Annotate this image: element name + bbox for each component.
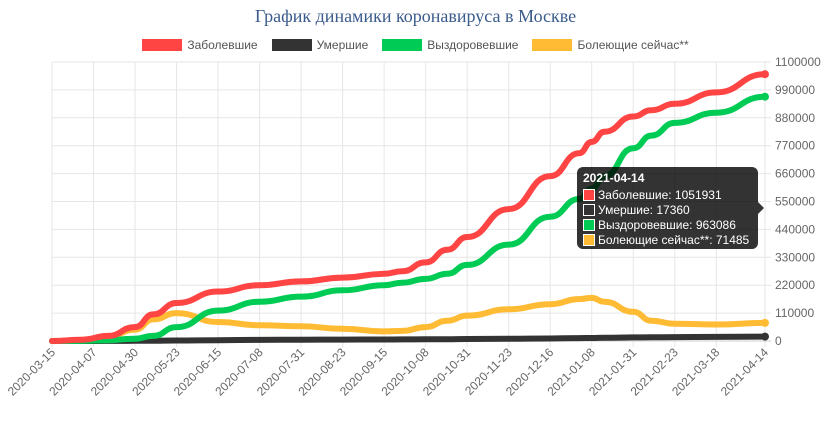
y-tick-label: 660000 xyxy=(775,167,815,181)
series-line-1 xyxy=(49,333,768,344)
hover-point-1 xyxy=(761,332,769,341)
x-tick-label: 2021-04-14 xyxy=(718,345,772,399)
y-tick-label: 550000 xyxy=(775,195,815,209)
legend-item[interactable]: Заболевшие xyxy=(142,38,258,52)
legend: Заболевшие Умершие Выздоровевшие Болеющие с… xyxy=(0,38,831,52)
series-line-3 xyxy=(49,294,768,344)
tooltip: 2021-04-14 Заболевшие: 1051931 Умершие: 1… xyxy=(577,167,764,249)
y-tick-label: 1100000 xyxy=(775,55,821,69)
tooltip-swatch xyxy=(583,203,595,216)
hover-point-0 xyxy=(761,70,769,79)
legend-label: Заболевшие xyxy=(187,38,258,52)
tooltip-label: Умершие: 17360 xyxy=(598,202,690,217)
y-tick-label: 440000 xyxy=(775,222,815,236)
legend-swatch xyxy=(271,39,312,51)
tooltip-label: Заболевшие: 1051931 xyxy=(598,187,722,202)
y-tick-label: 330000 xyxy=(775,250,815,264)
legend-item[interactable]: Болеющие сейчас** xyxy=(532,38,689,52)
tooltip-title: 2021-04-14 xyxy=(583,171,645,185)
legend-swatch xyxy=(382,39,423,51)
y-tick-label: 770000 xyxy=(775,139,815,153)
tooltip-label: Болеющие сейчас**: 71485 xyxy=(598,232,750,247)
hover-point-3 xyxy=(761,318,769,327)
chart-title: График динамики коронавируса в Москве xyxy=(254,6,577,26)
tooltip-label: Выздоровевшие: 963086 xyxy=(598,217,736,232)
legend-label: Умершие xyxy=(316,38,369,52)
tooltip-swatch xyxy=(583,188,595,201)
tooltip-row: Заболевшие: 1051931 xyxy=(583,187,752,202)
y-tick-label: 0 xyxy=(775,334,782,348)
series-line-0 xyxy=(49,71,768,344)
tooltip-row: Болеющие сейчас**: 71485 xyxy=(583,232,752,247)
tooltip-row: Умершие: 17360 xyxy=(583,202,752,217)
hover-point-2 xyxy=(761,92,769,101)
tooltip-swatch xyxy=(583,233,595,246)
legend-label: Болеющие сейчас** xyxy=(577,38,689,52)
tooltip-swatch xyxy=(583,218,595,231)
y-tick-label: 880000 xyxy=(775,111,815,125)
tooltip-row: Выздоровевшие: 963086 xyxy=(583,217,752,232)
legend-item[interactable]: Умершие xyxy=(271,38,369,52)
legend-label: Выздоровевшие xyxy=(427,38,519,52)
y-tick-label: 990000 xyxy=(775,83,815,97)
legend-swatch xyxy=(142,39,183,51)
series-line-2 xyxy=(49,93,768,344)
y-tick-label: 220000 xyxy=(775,278,815,292)
y-tick-label: 110000 xyxy=(775,306,814,320)
legend-item[interactable]: Выздоровевшие xyxy=(382,38,518,52)
legend-swatch xyxy=(532,39,573,51)
